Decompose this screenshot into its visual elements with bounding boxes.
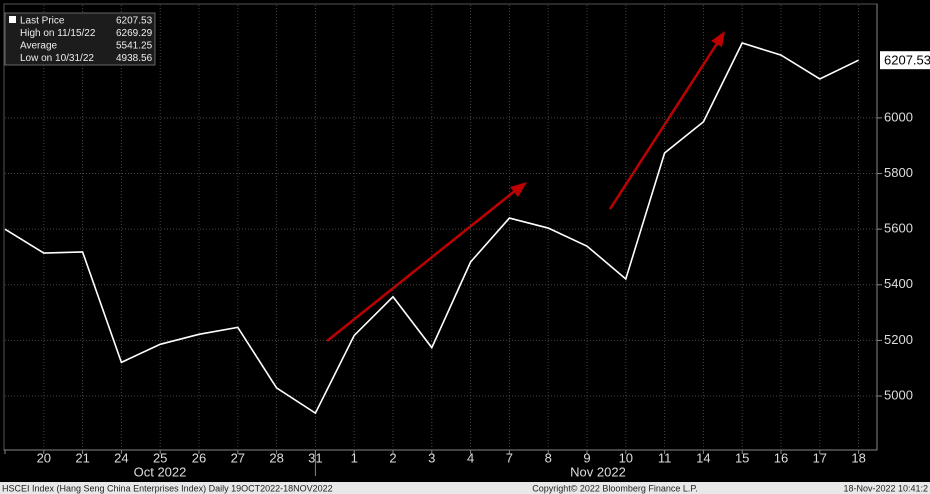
x-tick-label: 14 (696, 450, 710, 465)
legend-label: Average (20, 41, 58, 52)
legend-value: 6207.53 (116, 16, 153, 27)
last-price-label: 6207.53 (884, 53, 930, 68)
x-tick-label: 16 (774, 450, 788, 465)
x-tick-label: 21 (75, 450, 89, 465)
y-tick-label: 5200 (884, 332, 913, 347)
x-tick-label: 20 (37, 450, 51, 465)
x-tick-label: 7 (506, 450, 513, 465)
last-price-tag (880, 51, 930, 70)
arrow-head (510, 182, 527, 197)
footer-text: Copyright© 2022 Bloomberg Finance L.P. (532, 483, 698, 493)
legend-label: High on 11/15/22 (20, 28, 96, 39)
trend-arrow (326, 189, 517, 342)
y-tick-label: 5600 (884, 221, 913, 236)
x-tick-label: 1 (351, 450, 358, 465)
y-tick-label: 5800 (884, 165, 913, 180)
legend-box (4, 12, 156, 66)
legend-swatch (9, 16, 16, 23)
x-tick-label: 26 (192, 450, 206, 465)
legend-label: Low on 10/31/22 (20, 53, 94, 64)
y-tick-label: 5000 (884, 387, 913, 402)
x-tick-label: 24 (114, 450, 128, 465)
arrow-head (711, 31, 725, 47)
y-tick-label: 6000 (884, 109, 913, 124)
month-label: Nov 2022 (570, 464, 626, 479)
trend-arrow (608, 41, 720, 210)
legend-value: 6269.29 (116, 28, 153, 39)
footer-text: 18-Nov-2022 10:41:2 (843, 483, 928, 493)
x-tick-label: 25 (153, 450, 167, 465)
x-tick-label: 15 (735, 450, 749, 465)
x-tick-label: 8 (545, 450, 552, 465)
y-tick-label: 5400 (884, 276, 913, 291)
x-tick-label: 18 (851, 450, 865, 465)
x-tick-label: 28 (269, 450, 283, 465)
x-tick-label: 17 (813, 450, 827, 465)
x-tick-label: 2 (389, 450, 396, 465)
footer-bar (0, 482, 930, 494)
x-tick-label: 27 (231, 450, 245, 465)
x-tick-label: 3 (428, 450, 435, 465)
x-tick-label: 11 (658, 450, 672, 465)
legend-label: Last Price (20, 16, 65, 27)
x-tick-label: 9 (583, 450, 590, 465)
legend-value: 4938.56 (116, 53, 153, 64)
month-label: Oct 2022 (134, 464, 187, 479)
footer-text: HSCEI Index (Hang Seng China Enterprises… (2, 483, 333, 493)
x-tick-label: 10 (619, 450, 633, 465)
x-tick-label: 4 (467, 450, 474, 465)
legend-value: 5541.25 (116, 41, 153, 52)
price-line (4, 42, 859, 415)
